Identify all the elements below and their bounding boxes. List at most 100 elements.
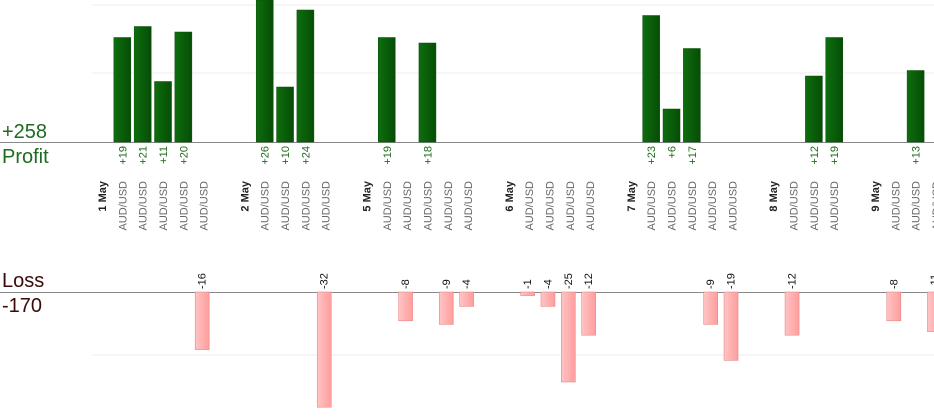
loss-value-label: -25 xyxy=(563,273,575,289)
pair-label: AUD/USD xyxy=(646,181,658,231)
pair-label: AUD/USD xyxy=(829,181,841,231)
loss-bar xyxy=(520,291,535,296)
loss-value-label: -32 xyxy=(319,273,331,289)
profit-value-label: +19 xyxy=(382,146,394,165)
profit-value-label: +10 xyxy=(280,146,292,165)
profit-bar xyxy=(113,37,132,143)
profit-bar xyxy=(255,0,274,143)
date-label: 9 May xyxy=(870,180,882,211)
labels: 1 May AUD/USD +19 AUD/USD +21 AUD/USD +11 AUD/U… xyxy=(97,146,934,289)
loss-bar xyxy=(459,291,474,307)
pair-label: AUD/USD xyxy=(911,181,923,231)
loss-bar xyxy=(540,291,556,307)
profit-bar xyxy=(154,81,172,143)
loss-bar xyxy=(194,291,210,350)
loss-bar xyxy=(438,291,454,325)
loss-bar xyxy=(561,291,576,383)
loss-value-label: -11 xyxy=(929,274,934,289)
pair-label: AUD/USD xyxy=(321,181,333,231)
loss-bar xyxy=(398,291,413,322)
profit-value-label: +20 xyxy=(178,146,190,165)
loss-bar xyxy=(723,291,739,361)
bars xyxy=(113,0,934,408)
pair-label: AUD/USD xyxy=(728,181,740,231)
pair-label: AUD/USD xyxy=(565,181,577,231)
loss-value-label: -4 xyxy=(461,279,473,289)
loss-bar xyxy=(581,291,596,336)
pair-label: AUD/USD xyxy=(931,181,934,231)
pair-label: AUD/USD xyxy=(199,181,211,231)
pair-label: AUD/USD xyxy=(178,181,190,231)
pair-label: AUD/USD xyxy=(463,181,475,231)
loss-value-label: -1 xyxy=(522,279,534,289)
profit-bar xyxy=(805,75,823,143)
pair-label: AUD/USD xyxy=(382,181,394,231)
pair-label: AUD/USD xyxy=(585,181,597,231)
profit-bar xyxy=(683,48,701,143)
profit-value-label: +11 xyxy=(158,146,170,164)
date-label: 5 May xyxy=(361,180,373,211)
pair-label: AUD/USD xyxy=(707,181,719,231)
profit-bar xyxy=(276,86,294,143)
loss-bar xyxy=(886,291,902,322)
profit-value-label: +17 xyxy=(687,146,699,165)
loss-value-label: -19 xyxy=(726,273,738,289)
pair-label: AUD/USD xyxy=(443,181,455,231)
pair-label: AUD/USD xyxy=(117,181,129,231)
pair-label: AUD/USD xyxy=(890,181,902,231)
loss-value-label: -9 xyxy=(705,279,717,289)
profit-bar xyxy=(662,108,681,143)
date-label: 1 May xyxy=(97,180,109,211)
pair-label: AUD/USD xyxy=(402,181,414,231)
loss-bar xyxy=(784,291,800,336)
loss-value-label: -9 xyxy=(441,279,453,289)
profit-label: Profit xyxy=(2,146,49,168)
profit-value-label: +6 xyxy=(667,146,679,159)
pair-label: AUD/USD xyxy=(138,181,150,231)
loss-bar xyxy=(316,291,332,408)
profit-value-label: +13 xyxy=(911,146,923,165)
loss-value-label: -16 xyxy=(197,273,209,289)
loss-value-label: -12 xyxy=(787,273,799,289)
pair-label: AUD/USD xyxy=(544,181,556,231)
loss-bar xyxy=(927,291,934,332)
loss-value-label: -12 xyxy=(583,273,595,289)
profit-bar xyxy=(296,9,315,143)
profit-value-label: +18 xyxy=(422,146,434,165)
loss-bar xyxy=(703,291,719,325)
loss-value-label: -4 xyxy=(542,279,554,289)
date-label: 6 May xyxy=(504,180,516,211)
date-label: 2 May xyxy=(239,180,251,211)
profit-bar xyxy=(642,15,660,143)
loss-value-label: -8 xyxy=(400,279,412,289)
pair-label: AUD/USD xyxy=(524,181,536,231)
pair-label: AUD/USD xyxy=(422,181,434,231)
profit-value-label: +19 xyxy=(117,146,129,165)
pair-label: AUD/USD xyxy=(260,181,272,231)
pair-label: AUD/USD xyxy=(280,181,292,231)
loss-value-label: -8 xyxy=(888,279,900,289)
pair-label: AUD/USD xyxy=(300,181,312,231)
pair-label: AUD/USD xyxy=(809,181,821,231)
profit-value-label: +21 xyxy=(138,146,150,165)
loss-total: -170 xyxy=(2,295,42,317)
profit-bar xyxy=(378,37,396,143)
profit-bar xyxy=(906,70,925,143)
pair-label: AUD/USD xyxy=(667,181,679,231)
pair-label: AUD/USD xyxy=(158,181,170,231)
profit-value-label: +24 xyxy=(300,146,312,165)
profit-total: +258 xyxy=(2,121,47,143)
profit-bar xyxy=(174,31,193,143)
profit-bar xyxy=(825,37,843,143)
date-label: 7 May xyxy=(626,180,638,211)
profit-bar xyxy=(133,26,152,143)
profit-value-label: +19 xyxy=(829,146,841,165)
pair-label: AUD/USD xyxy=(789,181,801,231)
summary: +258 Profit Loss -170 xyxy=(2,121,49,317)
date-label: 8 May xyxy=(768,180,780,211)
profit-value-label: +26 xyxy=(260,146,272,165)
pair-label: AUD/USD xyxy=(687,181,699,231)
profit-bar xyxy=(418,42,437,143)
loss-label: Loss xyxy=(2,270,44,292)
